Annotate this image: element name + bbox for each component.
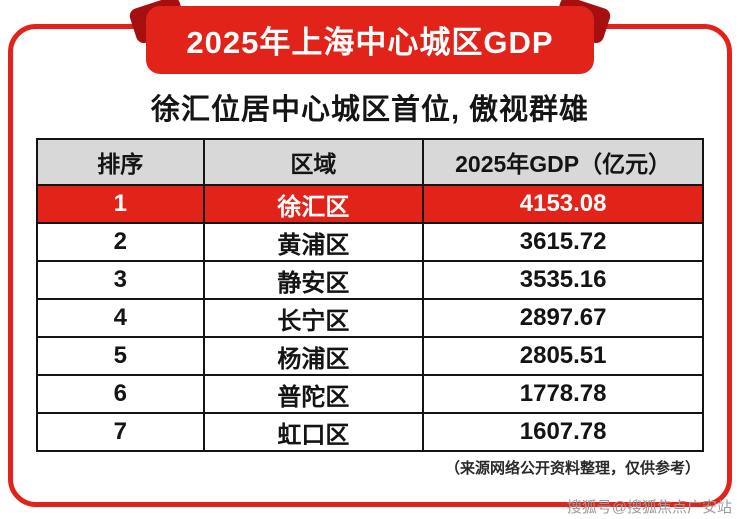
gdp-cell: 2805.51: [422, 336, 704, 376]
rank-cell: 6: [36, 374, 205, 414]
rank-cell: 1: [36, 184, 205, 224]
table-row: 3 静安区 3535.16: [36, 260, 704, 300]
source-note: （来源网络公开资料整理，仅供参考）: [444, 460, 700, 477]
gdp-cell: 3535.16: [422, 260, 704, 300]
banner-container: 2025年上海中心城区GDP: [0, 0, 740, 74]
banner-title: 2025年上海中心城区GDP: [146, 6, 594, 74]
rank-cell: 3: [36, 260, 205, 300]
region-cell: 长宁区: [202, 298, 425, 338]
region-cell: 杨浦区: [202, 336, 425, 376]
table-header-row: 排序 区域 2025年GDP（亿元）: [36, 138, 704, 186]
rank-cell: 5: [36, 336, 205, 376]
region-cell: 普陀区: [202, 374, 425, 414]
gdp-cell: 3615.72: [422, 222, 704, 262]
gdp-cell: 1778.78: [422, 374, 704, 414]
table-row: 5 杨浦区 2805.51: [36, 336, 704, 376]
gdp-cell: 2897.67: [422, 298, 704, 338]
header-rank: 排序: [36, 138, 205, 186]
gdp-cell: 1607.78: [422, 412, 704, 452]
gdp-table: 排序 区域 2025年GDP（亿元） 1 徐汇区 4153.08 2 黄浦区 3…: [36, 138, 704, 452]
table-row: 7 虹口区 1607.78: [36, 412, 704, 452]
gdp-cell: 4153.08: [422, 184, 704, 224]
table-row: 6 普陀区 1778.78: [36, 374, 704, 414]
region-cell: 黄浦区: [202, 222, 425, 262]
region-cell: 虹口区: [202, 412, 425, 452]
rank-cell: 2: [36, 222, 205, 262]
rank-cell: 4: [36, 298, 205, 338]
region-cell: 徐汇区: [202, 184, 425, 224]
rank-cell: 7: [36, 412, 205, 452]
header-gdp: 2025年GDP（亿元）: [422, 138, 704, 186]
watermark: 搜狐号@搜狐焦点广安站: [566, 499, 732, 516]
region-cell: 静安区: [202, 260, 425, 300]
table-row: 2 黄浦区 3615.72: [36, 222, 704, 262]
table-row: 4 长宁区 2897.67: [36, 298, 704, 338]
subtitle: 徐汇位居中心城区首位, 傲视群雄: [150, 94, 590, 126]
header-region: 区域: [202, 138, 425, 186]
ribbon: 2025年上海中心城区GDP: [128, 0, 612, 74]
table-row: 1 徐汇区 4153.08: [36, 184, 704, 224]
